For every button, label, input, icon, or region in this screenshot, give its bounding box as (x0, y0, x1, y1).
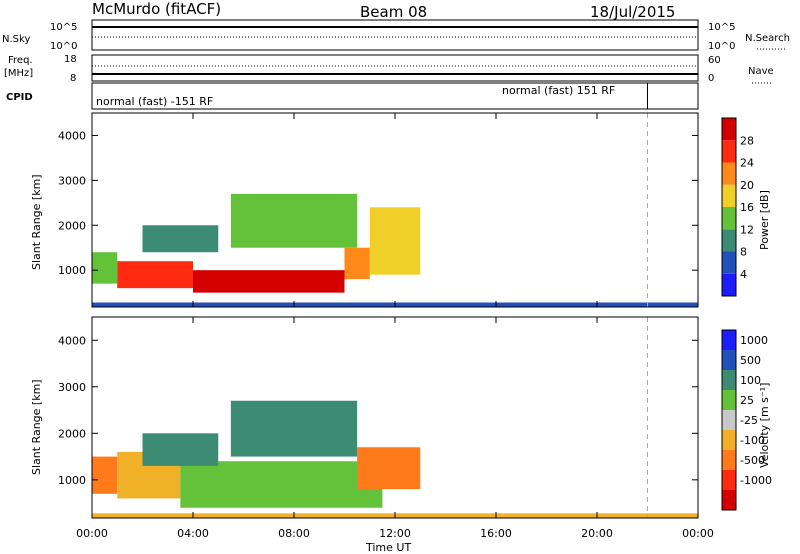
power-y-label: Slant Range [km] (30, 174, 43, 270)
y-tick-label: 3000 (58, 381, 86, 394)
nave-label: Nave (748, 66, 774, 77)
colorbar-tick-label: 25 (740, 394, 754, 407)
noise-left-label: N.Sky (2, 34, 30, 45)
colorbar-tick-label: 500 (740, 354, 761, 367)
power-colorbar: 4 8 12 16 20 24 28 (721, 117, 754, 297)
heatmap-cell (357, 447, 421, 490)
colorbar-tick-label: 24 (740, 157, 754, 170)
nave-tick-bottom: 0 (708, 73, 714, 84)
noise-left-tick-top: 10^5 (50, 22, 77, 33)
cpid-segment-2: normal (fast) 151 RF (502, 84, 615, 97)
noise-right-tick-bottom: 10^0 (708, 41, 735, 52)
cpid-panel-frame (91, 82, 699, 110)
colorbar-swatch (722, 450, 736, 470)
cpid-label: CPID (6, 92, 33, 103)
heatmap-cell (369, 207, 421, 275)
colorbar-swatch (722, 184, 736, 207)
x-tick-label: 04:00 (177, 527, 209, 540)
colorbar-swatch (722, 330, 736, 350)
power-heatmap-cells (92, 113, 698, 307)
y-tick-label: 2000 (58, 219, 86, 232)
colorbar-swatch (722, 229, 736, 252)
colorbar-frame (721, 329, 737, 511)
colorbar-swatch (722, 273, 736, 296)
heatmap-cell (92, 456, 118, 494)
colorbar-swatch (722, 207, 736, 230)
heatmap-cell (230, 193, 358, 248)
colorbar-tick-label: 100 (740, 374, 761, 387)
velocity-y-label: Slant Range [km] (30, 379, 43, 475)
y-tick-label: 4000 (58, 334, 86, 347)
colorbar-swatch (722, 118, 736, 141)
heatmap-cell (230, 400, 358, 457)
colorbar-swatch (722, 251, 736, 274)
power-colorbar-label: Power [dB] (758, 190, 771, 250)
colorbar-swatch (722, 410, 736, 430)
colorbar-swatch (722, 430, 736, 450)
y-tick-label: 1000 (58, 474, 86, 487)
freq-label-2: [MHz] (4, 68, 33, 79)
colorbar-swatch (722, 350, 736, 370)
colorbar-tick-label: -100 (740, 434, 765, 447)
velocity-y-ticks: 1000 2000 3000 4000 (58, 334, 698, 487)
y-tick-label: 2000 (58, 427, 86, 440)
heatmap-cell (92, 252, 118, 284)
y-tick-label: 4000 (58, 129, 86, 142)
beam-title: Beam 08 (360, 3, 427, 21)
station-title: McMurdo (fitACF) (92, 0, 221, 18)
colorbar-tick-label: 12 (740, 223, 754, 236)
colorbar-tick-label: 1000 (740, 334, 768, 347)
colorbar-tick-label: -500 (740, 454, 765, 467)
colorbar-swatch (722, 490, 736, 510)
heatmap-cell (142, 433, 219, 466)
y-tick-label: 3000 (58, 174, 86, 187)
cpid-segment-1: normal (fast) -151 RF (96, 95, 213, 108)
heatmap-cell (193, 270, 345, 293)
noise-left-tick-bottom: 10^0 (50, 41, 77, 52)
colorbar-tick-label: 20 (740, 179, 754, 192)
velocity-heatmap-cells (92, 317, 698, 518)
heatmap-cell (117, 261, 193, 289)
colorbar-swatch (722, 390, 736, 410)
colorbar-swatch (722, 162, 736, 185)
noise-right-label: N.Search (745, 33, 790, 44)
velocity-colorbar-label: Velocity [m s⁻¹] (758, 383, 771, 468)
date-title: 18/Jul/2015 (590, 3, 675, 21)
colorbar-swatch (722, 370, 736, 390)
colorbar-tick-label: 28 (740, 134, 754, 147)
nave-tick-top: 60 (708, 55, 721, 66)
power-y-ticks: 1000 2000 3000 4000 (58, 129, 698, 277)
colorbar-tick-label: 4 (740, 268, 747, 281)
heatmap-cell (142, 225, 219, 253)
x-tick-label: 20:00 (581, 527, 613, 540)
x-tick-label: 12:00 (379, 527, 411, 540)
colorbar-tick-label: 8 (740, 246, 747, 259)
x-tick-label: 00:00 (682, 527, 714, 540)
colorbar-frame (721, 117, 737, 297)
x-tick-label: 16:00 (480, 527, 512, 540)
colorbar-swatch (722, 140, 736, 163)
noise-right-tick-top: 10^5 (708, 22, 735, 33)
x-tick-label: 08:00 (278, 527, 310, 540)
colorbar-tick-label: -25 (740, 414, 758, 427)
heatmap-cell (344, 247, 370, 280)
y-tick-label: 1000 (58, 264, 86, 277)
colorbar-tick-label: 16 (740, 201, 754, 214)
velocity-colorbar: 1000 500 100 25 -25 -100 -500 -1000 (721, 329, 772, 511)
x-axis-ticks: 00:00 04:00 08:00 12:00 16:00 20:00 00:00 (76, 113, 714, 540)
x-tick-label: 00:00 (76, 527, 108, 540)
colorbar-swatch (722, 470, 736, 490)
x-axis-label: Time UT (365, 541, 411, 554)
freq-panel-frame (91, 54, 699, 82)
heatmap-cell (180, 461, 383, 508)
noise-panel-frame (91, 19, 699, 51)
colorbar-tick-label: -1000 (740, 474, 772, 487)
freq-label-1: Freq. (8, 55, 33, 66)
freq-tick-bottom: 8 (70, 73, 76, 84)
freq-tick-top: 18 (64, 54, 77, 65)
